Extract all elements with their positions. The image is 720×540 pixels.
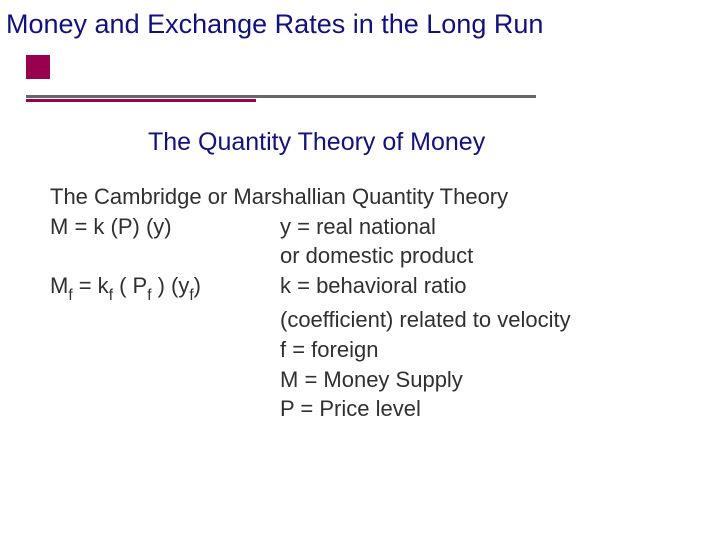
definition-f: f = foreign (50, 335, 680, 365)
definition-y-1: y = real national (280, 212, 436, 242)
eq2-y: ) (y (151, 273, 189, 298)
definition-k-1: k = behavioral ratio (280, 271, 467, 301)
slide-title: Money and Exchange Rates in the Long Run (6, 8, 710, 42)
slide: Money and Exchange Rates in the Long Run… (0, 0, 720, 540)
slide-body: The Cambridge or Marshallian Quantity Th… (50, 182, 680, 424)
accent-square-icon (26, 55, 50, 79)
eq2-M: M (50, 273, 68, 298)
definition-M: M = Money Supply (50, 365, 680, 395)
definition-y-2: or domestic product (50, 241, 680, 271)
slide-subtitle: The Quantity Theory of Money (148, 128, 485, 157)
eq2-k: = k (73, 273, 109, 298)
equation-1: M = k (P) (y) (50, 212, 280, 242)
eq2-sub-f1: f (68, 287, 72, 304)
eq2-close: ) (194, 273, 201, 298)
body-line-theory: The Cambridge or Marshallian Quantity Th… (50, 182, 680, 212)
definition-P: P = Price level (50, 394, 680, 424)
equation-2: Mf = kf ( Pf ) (yf) (50, 271, 280, 305)
title-underline-short (26, 99, 256, 102)
eq2-sub-f2: f (109, 287, 113, 304)
body-line-eq1: M = k (P) (y)y = real national (50, 212, 680, 242)
body-line-eq2: Mf = kf ( Pf ) (yf)k = behavioral ratio (50, 271, 680, 305)
eq2-sub-f3: f (147, 287, 151, 304)
title-underline-long (26, 95, 536, 98)
definition-k-2: (coefficient) related to velocity (50, 305, 680, 335)
eq2-sub-f4: f (189, 287, 193, 304)
eq2-P: ( P (113, 273, 147, 298)
